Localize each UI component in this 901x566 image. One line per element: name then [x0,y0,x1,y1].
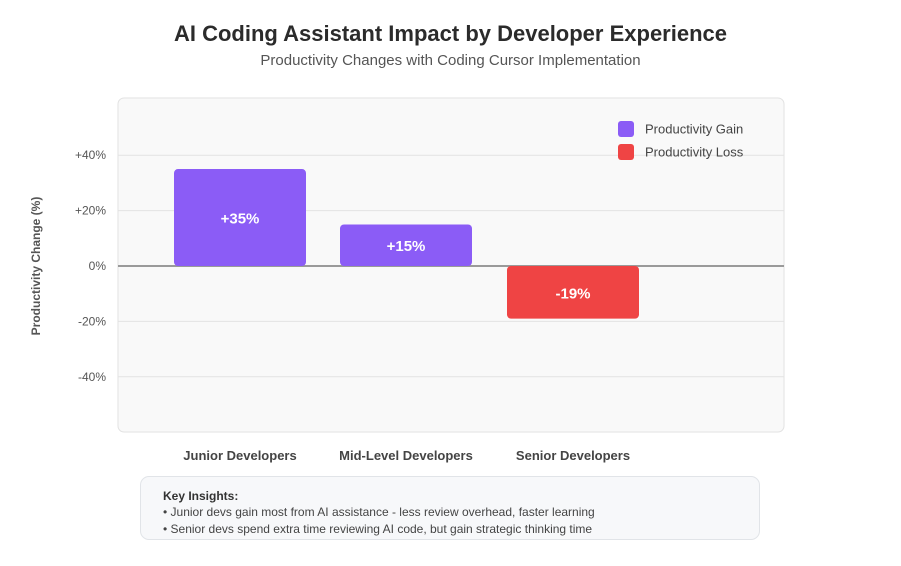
x-category-label: Senior Developers [516,448,630,463]
y-tick-label: +20% [75,204,106,218]
y-tick-label: -40% [78,370,106,384]
x-category-label: Mid-Level Developers [339,448,473,463]
y-tick-label: +40% [75,148,106,162]
y-axis-label: Productivity Change (%) [29,197,43,336]
data-label: +35% [221,211,260,228]
legend-swatch [618,144,634,160]
legend-label: Productivity Gain [645,122,743,137]
key-insight-line: • Senior devs spend extra time reviewing… [163,522,593,536]
bar [507,266,639,319]
key-insights-box: Key Insights: • Junior devs gain most fr… [140,476,760,540]
chart-title: AI Coding Assistant Impact by Developer … [173,21,727,46]
bar [174,169,306,266]
data-label: -19% [555,285,590,302]
y-tick-label: 0% [89,259,107,273]
x-category-label: Junior Developers [183,448,296,463]
legend-label: Productivity Loss [645,145,744,160]
key-insights-title: Key Insights: [163,489,239,503]
chart-subtitle: Productivity Changes with Coding Cursor … [260,52,641,69]
key-insight-line: • Junior devs gain most from AI assistan… [163,505,595,519]
legend-swatch [618,121,634,137]
bar [340,224,472,266]
data-label: +15% [387,238,426,255]
y-tick-label: -20% [78,314,106,328]
